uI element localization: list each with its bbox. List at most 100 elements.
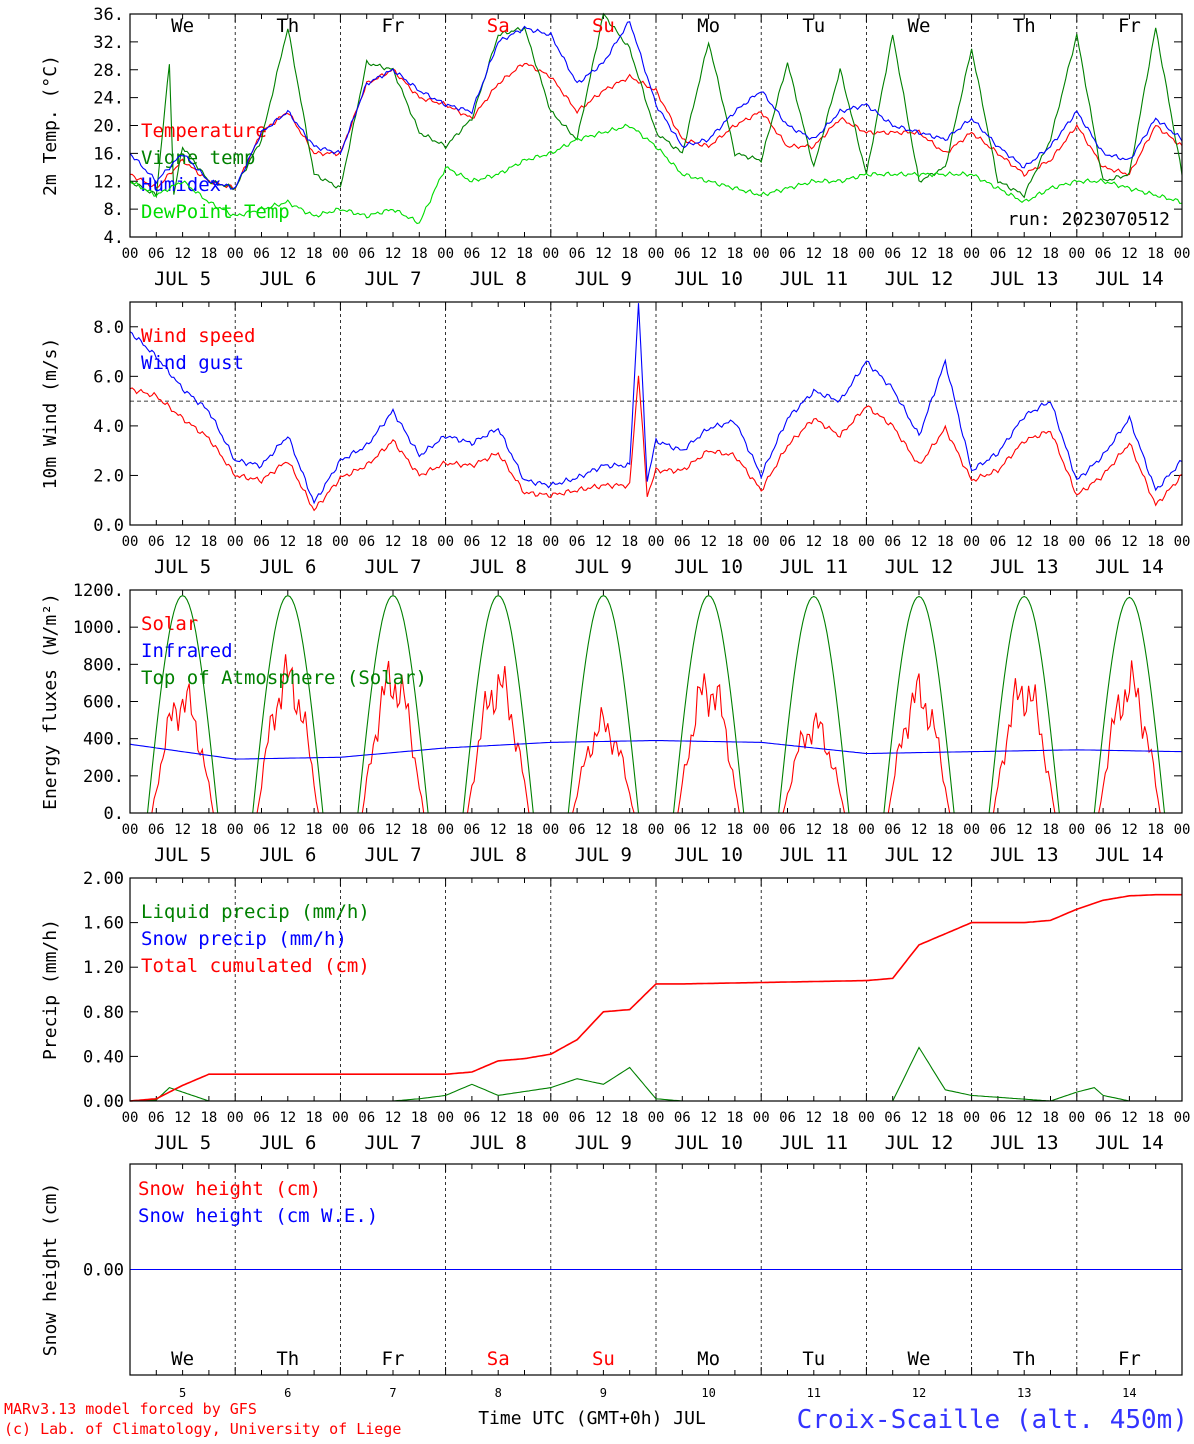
x-day-label: JUL 10 xyxy=(674,556,743,578)
x-hour-label: 00 xyxy=(858,534,875,550)
series-line-4-3 xyxy=(129,893,1182,1102)
x-hour-label: 00 xyxy=(1068,246,1085,262)
x-hour-label: 12 xyxy=(490,822,507,838)
panel-frame xyxy=(129,1163,1183,1376)
y-tick-label: 36. xyxy=(93,5,124,25)
x-hour-label: 00 xyxy=(542,534,559,550)
x-hour-label: 06 xyxy=(1095,246,1112,262)
x-hour-label: 06 xyxy=(674,246,691,262)
weekday-label: Sa xyxy=(487,15,510,37)
x-hour-label: 18 xyxy=(1147,822,1164,838)
legend-entry: Snow height (cm) xyxy=(138,1178,321,1200)
x-hour-label: 06 xyxy=(779,534,796,550)
weekday-label: Su xyxy=(592,1348,615,1370)
y-tick-label: 0.00 xyxy=(83,1261,124,1281)
x-hour-label: 12 xyxy=(1121,534,1138,550)
x-hour-label: 06 xyxy=(358,246,375,262)
series-line-2-1 xyxy=(129,375,1183,512)
y-tick-label: 32. xyxy=(93,33,124,53)
x-hour-label: 00 xyxy=(963,534,980,550)
y-tick-label: 20. xyxy=(93,117,124,137)
x-hour-label: 12 xyxy=(1121,822,1138,838)
x-hour-label: 06 xyxy=(148,1110,165,1126)
x-hour-label: 00 xyxy=(332,246,349,262)
x-hour-label: 18 xyxy=(200,534,217,550)
legend-entry: Total cumulated (cm) xyxy=(141,955,370,977)
day-number-label: 9 xyxy=(600,1386,607,1400)
x-hour-label: 12 xyxy=(279,1110,296,1126)
x-hour-label: 06 xyxy=(674,1110,691,1126)
day-number-label: 12 xyxy=(912,1386,926,1400)
x-hour-label: 00 xyxy=(753,534,770,550)
x-hour-label: 06 xyxy=(884,534,901,550)
weekday-label: Th xyxy=(1013,1348,1036,1370)
x-day-label: JUL 14 xyxy=(1095,556,1164,578)
x-hour-label: 06 xyxy=(463,822,480,838)
x-day-label: JUL 7 xyxy=(364,844,421,866)
x-hour-label: 06 xyxy=(569,534,586,550)
x-hour-label: 06 xyxy=(463,534,480,550)
y-tick-label: 1.60 xyxy=(83,914,124,934)
x-hour-label: 06 xyxy=(463,1110,480,1126)
x-hour-label: 06 xyxy=(884,822,901,838)
x-hour-label: 00 xyxy=(437,246,454,262)
y-tick-label: 1.20 xyxy=(83,958,124,978)
x-hour-label: 18 xyxy=(1147,246,1164,262)
y-tick-label: 0.80 xyxy=(83,1003,124,1023)
x-hour-label: 06 xyxy=(253,246,270,262)
y-tick-label: 8. xyxy=(104,200,124,220)
x-hour-label: 12 xyxy=(385,822,402,838)
x-hour-label: 06 xyxy=(253,1110,270,1126)
x-hour-label: 06 xyxy=(1095,822,1112,838)
x-hour-label: 00 xyxy=(332,822,349,838)
weekday-label: Fr xyxy=(1118,15,1141,37)
x-day-label: JUL 13 xyxy=(990,556,1059,578)
panel-frame xyxy=(129,13,1183,238)
legend-entry: Humidex xyxy=(141,174,221,196)
x-hour-label: 12 xyxy=(490,534,507,550)
y-tick-label: 1000. xyxy=(73,618,124,638)
panel-frame xyxy=(129,589,1183,814)
y-tick-label: 200. xyxy=(83,767,124,787)
series-line-1-3 xyxy=(129,21,1183,190)
x-hour-label: 18 xyxy=(306,1110,323,1126)
y-axis-label: 2m Temp. (°C) xyxy=(40,55,61,196)
x-hour-label: 18 xyxy=(306,534,323,550)
x-hour-label: 06 xyxy=(989,1110,1006,1126)
weekday-label: Fr xyxy=(1118,1348,1141,1370)
x-hour-label: 12 xyxy=(700,534,717,550)
weekday-label: Sa xyxy=(487,1348,510,1370)
run-annotation: run: 2023070512 xyxy=(1007,209,1170,230)
x-day-label: JUL 12 xyxy=(885,268,954,290)
y-tick-label: 2.0 xyxy=(93,466,124,486)
x-day-label: JUL 10 xyxy=(674,268,743,290)
footer-time-axis-label: Time UTC (GMT+0h) JUL xyxy=(478,1408,706,1429)
x-hour-label: 00 xyxy=(122,246,139,262)
x-hour-label: 00 xyxy=(122,534,139,550)
x-day-label: JUL 14 xyxy=(1095,844,1164,866)
weekday-label: Fr xyxy=(382,15,405,37)
x-hour-label: 18 xyxy=(516,822,533,838)
x-hour-label: 12 xyxy=(700,246,717,262)
legend-entry: DewPoint Temp xyxy=(141,201,290,223)
x-day-label: JUL 13 xyxy=(990,844,1059,866)
x-hour-label: 18 xyxy=(726,1110,743,1126)
x-hour-label: 00 xyxy=(753,246,770,262)
x-hour-label: 12 xyxy=(805,822,822,838)
series-line-1-2 xyxy=(129,12,1183,199)
x-hour-label: 00 xyxy=(963,1110,980,1126)
y-axis-label: Precip (mm/h) xyxy=(40,919,61,1060)
x-hour-label: 06 xyxy=(674,822,691,838)
x-hour-label: 12 xyxy=(279,534,296,550)
weekday-label: Th xyxy=(276,15,299,37)
series-line-1-1 xyxy=(129,62,1183,190)
weekday-label: Mo xyxy=(697,15,720,37)
x-hour-label: 18 xyxy=(516,246,533,262)
x-hour-label: 12 xyxy=(595,246,612,262)
x-hour-label: 06 xyxy=(779,246,796,262)
x-hour-label: 00 xyxy=(542,246,559,262)
weekday-label: Fr xyxy=(382,1348,405,1370)
legend-entry: Temperature xyxy=(141,120,267,142)
day-number-label: 13 xyxy=(1017,1386,1031,1400)
y-axis-label: Snow height (cm) xyxy=(40,1183,61,1356)
